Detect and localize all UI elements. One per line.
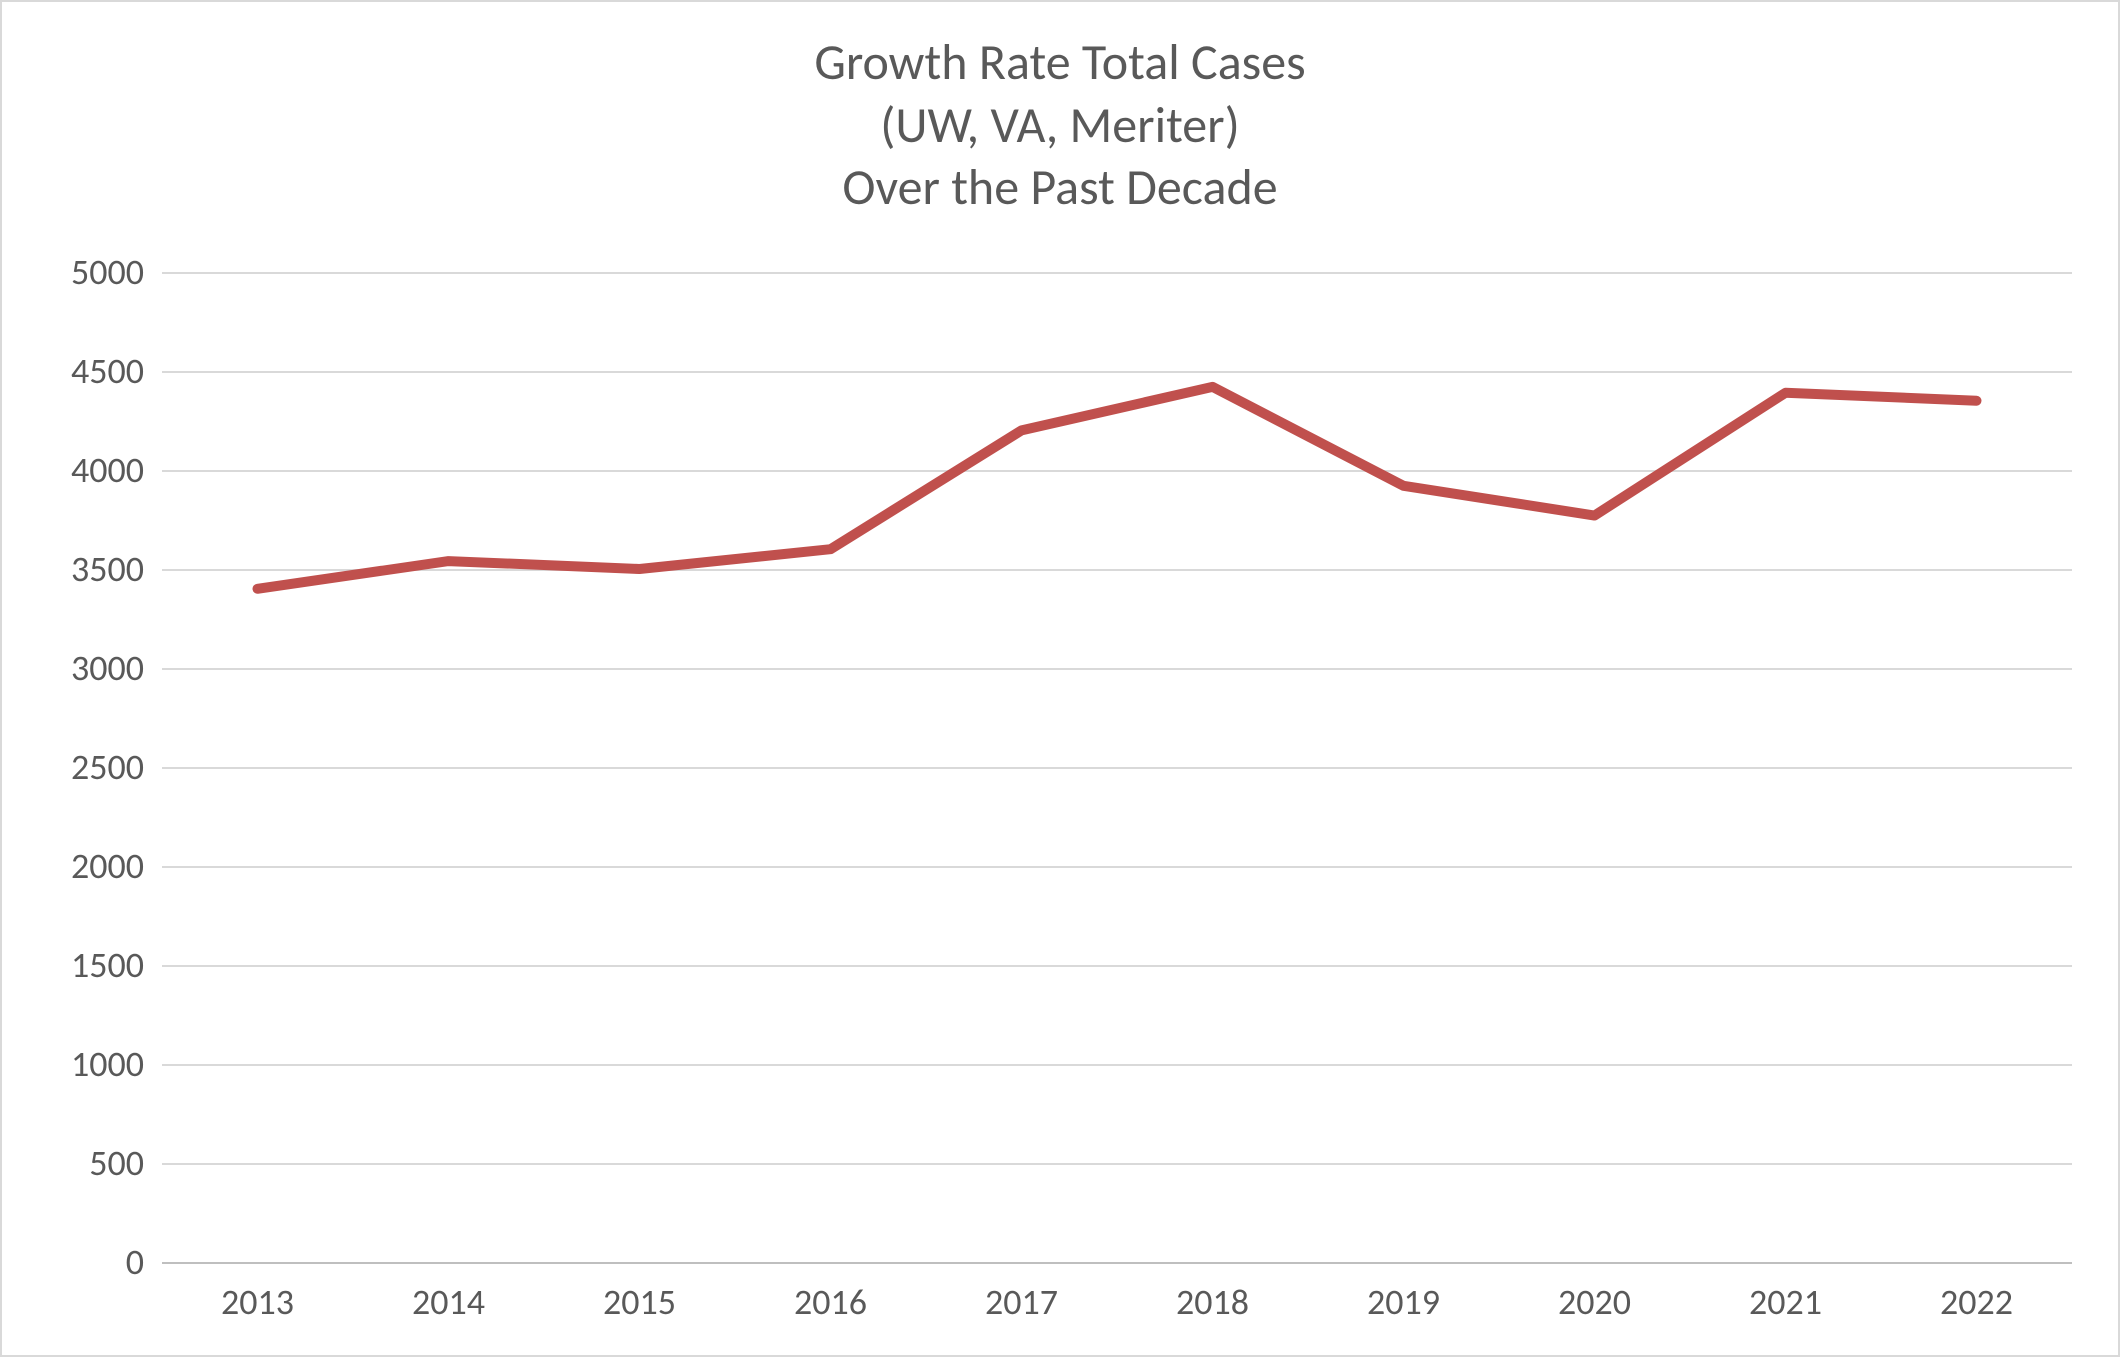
x-tick-label: 2015 (603, 1262, 676, 1324)
y-tick-label: 5000 (71, 250, 162, 294)
x-tick-label: 2020 (1558, 1262, 1631, 1324)
chart-title-line-3: Over the Past Decade (2, 157, 2118, 220)
chart-title-line-2: (UW, VA, Meriter) (2, 95, 2118, 158)
chart-title-line-1: Growth Rate Total Cases (2, 32, 2118, 95)
x-tick-label: 2021 (1749, 1262, 1822, 1324)
y-tick-label: 3500 (71, 547, 162, 591)
y-tick-label: 1500 (71, 943, 162, 987)
y-tick-label: 2000 (71, 844, 162, 888)
x-tick-label: 2022 (1940, 1262, 2013, 1324)
x-tick-label: 2019 (1367, 1262, 1440, 1324)
y-tick-label: 0 (126, 1240, 162, 1284)
chart-container: Growth Rate Total Cases (UW, VA, Meriter… (0, 0, 2120, 1357)
x-tick-label: 2018 (1176, 1262, 1249, 1324)
x-tick-label: 2013 (221, 1262, 294, 1324)
y-tick-label: 1000 (71, 1042, 162, 1086)
chart-title: Growth Rate Total Cases (UW, VA, Meriter… (2, 32, 2118, 220)
plot-area: 0500100015002000250030003500400045005000… (162, 272, 2072, 1262)
y-tick-label: 4500 (71, 349, 162, 393)
y-tick-label: 500 (89, 1141, 162, 1185)
x-tick-label: 2016 (794, 1262, 867, 1324)
x-tick-label: 2014 (412, 1262, 485, 1324)
line-layer (162, 272, 2072, 1262)
y-tick-label: 4000 (71, 448, 162, 492)
y-tick-label: 2500 (71, 745, 162, 789)
x-tick-label: 2017 (985, 1262, 1058, 1324)
data-line (258, 387, 1977, 589)
y-tick-label: 3000 (71, 646, 162, 690)
